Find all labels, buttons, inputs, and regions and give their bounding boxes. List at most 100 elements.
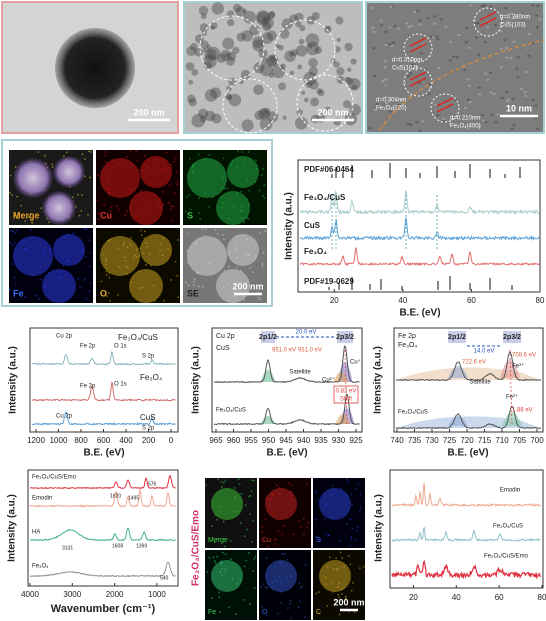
speckle [88,290,90,292]
speckle [254,555,257,558]
label: Fe [13,288,24,298]
texture [347,67,352,72]
texture [198,108,208,119]
speckle [356,530,358,532]
speckle [38,297,40,300]
particle-outline [274,19,336,81]
texture [486,78,490,81]
texture [350,58,357,65]
texture [266,30,277,41]
speckle [170,164,172,166]
speckle [265,497,267,499]
speckle [89,252,92,254]
speckle [281,533,283,536]
label: 925 [349,436,363,445]
label: 740 [390,436,404,445]
speckle [246,528,248,531]
texture [454,99,458,102]
speckle [77,193,79,196]
speckle [249,267,251,269]
speckle [262,195,264,197]
speckle [81,153,84,155]
speckle [252,570,255,572]
speckle [15,284,17,286]
texture [433,22,437,25]
texture [252,39,265,52]
texture [481,114,485,117]
texture [406,75,410,78]
texture [535,26,539,29]
texture [401,103,405,106]
label: Fe²⁺ [506,394,518,401]
speckle [259,298,262,301]
texture [289,70,295,76]
texture [417,82,421,85]
speckle [83,228,86,230]
speckle [51,163,53,166]
speckle [214,561,217,564]
speckle [72,232,75,234]
particle-outline [222,78,278,134]
texture [418,23,422,26]
texture [372,30,376,33]
texture [510,128,514,131]
texture [383,66,387,69]
texture [505,56,509,59]
speckle [253,479,256,482]
texture [351,84,358,90]
speckle [261,531,263,533]
texture [303,97,309,103]
texture [289,14,298,23]
speckle [10,230,12,232]
lattice-fringe [479,11,497,27]
speckle [248,513,251,515]
texture [429,86,433,89]
spectrum [29,561,176,578]
texture [499,48,503,51]
label: Cu⁺ [350,359,361,366]
texture [308,57,318,68]
speckle [28,216,30,218]
texture [348,78,361,91]
label: PDF#06-0464 [304,165,354,174]
speckle [168,183,171,186]
texture [409,24,413,27]
texture [535,14,539,17]
particle [53,156,85,188]
texture [239,79,244,85]
texture [396,27,400,30]
speckle [359,567,361,569]
speckle [333,598,336,601]
speckle [284,553,286,555]
particle [187,158,227,198]
label: d=0.280nm [500,15,530,21]
label: 200 nm [133,107,164,117]
texture [476,53,480,56]
texture [477,125,481,128]
label: 1.88 eV [512,408,533,414]
texture [261,57,269,65]
texture [336,75,345,84]
speckle [138,169,140,171]
speckle [14,232,16,234]
speckle [344,595,347,598]
speckle [248,189,251,192]
texture [335,16,344,25]
speckle [224,553,227,556]
label: Intensity (a.u.) [7,494,18,562]
speckle [244,504,247,507]
texture [243,10,257,24]
particle [13,158,53,198]
speckle [283,525,285,527]
speckle [211,525,213,528]
label: Cu 2p [216,333,235,340]
speckle [89,282,92,284]
speckle [350,589,353,592]
speckle [347,480,349,483]
speckle [211,196,214,198]
spectrum [391,483,541,508]
texture [474,21,478,24]
frame [393,327,544,433]
speckle [213,541,216,544]
texture [291,48,299,56]
